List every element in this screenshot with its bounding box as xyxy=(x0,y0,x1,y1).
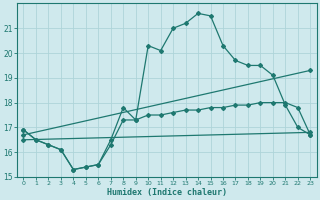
X-axis label: Humidex (Indice chaleur): Humidex (Indice chaleur) xyxy=(107,188,227,197)
